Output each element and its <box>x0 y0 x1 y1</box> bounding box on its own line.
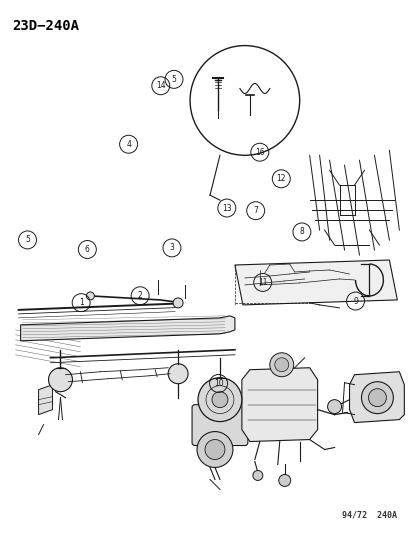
Circle shape <box>197 432 233 467</box>
Text: 4: 4 <box>126 140 131 149</box>
FancyBboxPatch shape <box>192 405 247 446</box>
Text: 11: 11 <box>257 278 267 287</box>
Circle shape <box>190 46 299 155</box>
Circle shape <box>204 440 224 459</box>
Text: 2: 2 <box>138 291 142 300</box>
Circle shape <box>86 292 94 300</box>
Text: 23D−240A: 23D−240A <box>13 19 79 33</box>
Text: 5: 5 <box>25 236 30 245</box>
Text: 3: 3 <box>169 244 174 253</box>
Polygon shape <box>349 372 404 423</box>
Polygon shape <box>234 260 396 305</box>
Text: 12: 12 <box>276 174 285 183</box>
Text: 94/72  240A: 94/72 240A <box>342 510 396 519</box>
Polygon shape <box>21 316 234 341</box>
Text: 8: 8 <box>299 228 304 237</box>
Circle shape <box>269 353 293 377</box>
Text: 9: 9 <box>352 296 357 305</box>
Circle shape <box>173 298 183 308</box>
Polygon shape <box>38 385 52 415</box>
Text: 6: 6 <box>85 245 90 254</box>
Circle shape <box>278 474 290 487</box>
Text: 7: 7 <box>253 206 257 215</box>
Text: 14: 14 <box>156 81 165 90</box>
Text: 5: 5 <box>171 75 176 84</box>
Circle shape <box>197 378 241 422</box>
Text: 13: 13 <box>221 204 231 213</box>
Polygon shape <box>241 368 317 441</box>
Circle shape <box>252 471 262 480</box>
Circle shape <box>211 392 228 408</box>
Text: 10: 10 <box>213 379 223 388</box>
Circle shape <box>327 400 341 414</box>
Circle shape <box>48 368 72 392</box>
Circle shape <box>361 382 392 414</box>
Circle shape <box>368 389 385 407</box>
Text: 1: 1 <box>78 298 83 307</box>
Circle shape <box>274 358 288 372</box>
Circle shape <box>168 364 188 384</box>
Text: 16: 16 <box>254 148 264 157</box>
